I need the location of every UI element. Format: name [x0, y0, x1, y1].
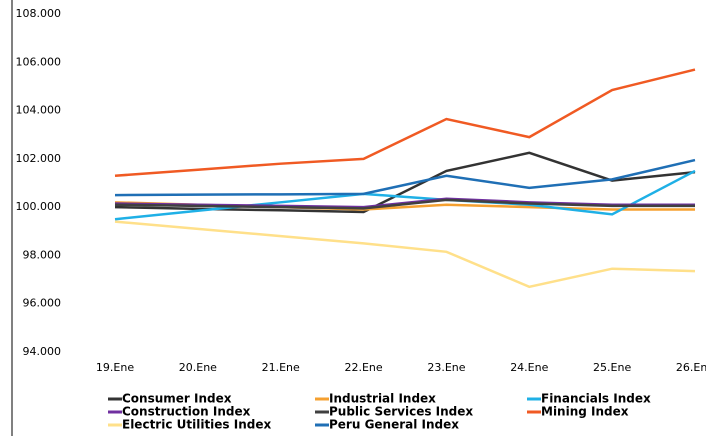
y-tick-label: 98.000 [23, 248, 62, 261]
x-tick-label: 24.Ene [510, 361, 548, 374]
y-tick-label: 108.000 [16, 7, 62, 20]
x-tick-label: 20.Ene [179, 361, 217, 374]
legend-label: Electric Utilities Index [122, 418, 271, 432]
y-tick-label: 106.000 [16, 55, 62, 68]
y-tick-label: 104.000 [16, 104, 62, 117]
x-tick-label: 21.Ene [262, 361, 300, 374]
x-tick-label: 26.Ene [676, 361, 706, 374]
legend-label: Consumer Index [122, 392, 232, 406]
legend-label: Public Services Index [329, 405, 473, 419]
legend-label: Peru General Index [329, 418, 459, 432]
y-tick-label: 96.000 [23, 297, 62, 310]
legend-label: Construction Index [122, 405, 251, 419]
series-line [114, 198, 695, 210]
x-tick-label: 19.Ene [96, 361, 134, 374]
legend-label: Financials Index [541, 392, 651, 406]
legend-label: Mining Index [541, 405, 629, 419]
series-line [114, 169, 696, 221]
x-tick-label: 23.Ene [427, 361, 465, 374]
x-tick-label: 22.Ene [344, 361, 382, 374]
series-line [114, 158, 696, 197]
y-tick-label: 102.000 [16, 152, 62, 165]
x-tick-label: 25.Ene [593, 361, 631, 374]
y-tick-label: 94.000 [23, 345, 62, 358]
series-line [114, 68, 696, 178]
legend-label: Industrial Index [329, 392, 436, 406]
y-tick-label: 100.000 [16, 200, 62, 213]
series-line [114, 220, 696, 289]
